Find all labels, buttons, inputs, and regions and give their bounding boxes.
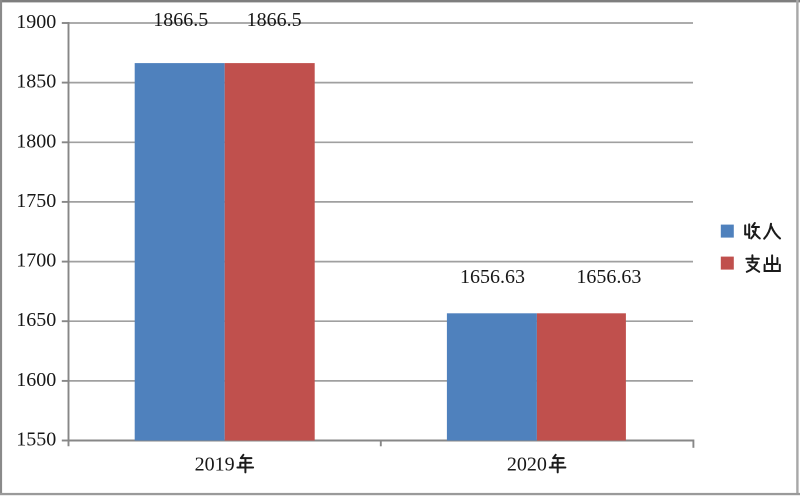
svg-text:1866.5: 1866.5 xyxy=(153,9,208,31)
svg-text:1550: 1550 xyxy=(16,429,56,451)
svg-text:1900: 1900 xyxy=(16,11,56,33)
svg-text:1600: 1600 xyxy=(16,369,56,391)
svg-text:1650: 1650 xyxy=(16,309,56,331)
svg-text:1700: 1700 xyxy=(16,250,56,272)
svg-text:2019: 2019 xyxy=(195,453,235,475)
svg-text:1866.5: 1866.5 xyxy=(247,9,302,31)
svg-text:2020: 2020 xyxy=(507,453,547,475)
svg-text:1656.63: 1656.63 xyxy=(460,266,525,288)
svg-text:1750: 1750 xyxy=(16,190,56,212)
svg-text:1850: 1850 xyxy=(16,71,56,93)
svg-text:1656.63: 1656.63 xyxy=(576,266,641,288)
svg-text:1800: 1800 xyxy=(16,130,56,152)
